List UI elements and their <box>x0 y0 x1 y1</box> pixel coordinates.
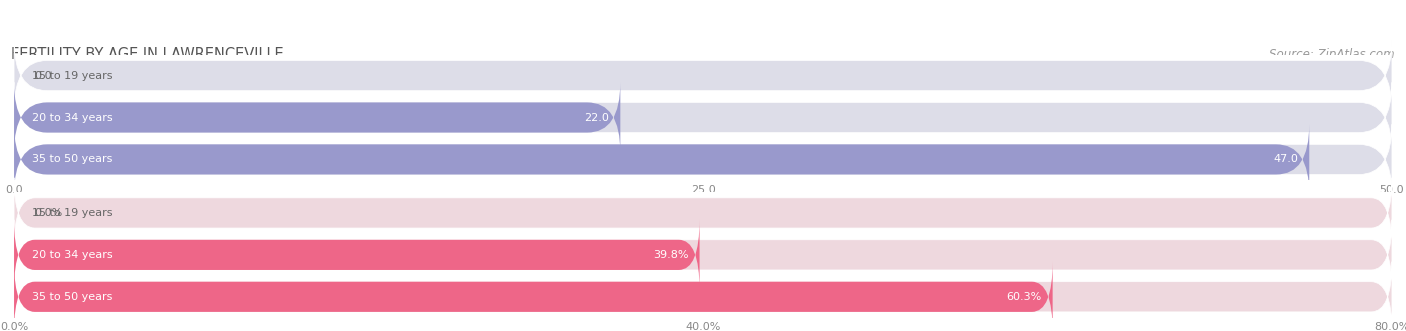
FancyBboxPatch shape <box>14 261 1053 331</box>
FancyBboxPatch shape <box>14 40 1392 111</box>
Text: 20 to 34 years: 20 to 34 years <box>32 113 112 122</box>
Text: 22.0: 22.0 <box>585 113 609 122</box>
Text: 60.3%: 60.3% <box>1007 292 1042 302</box>
Text: 20 to 34 years: 20 to 34 years <box>32 250 112 260</box>
Text: 39.8%: 39.8% <box>652 250 689 260</box>
Text: 35 to 50 years: 35 to 50 years <box>32 292 112 302</box>
Text: 47.0: 47.0 <box>1274 155 1298 165</box>
Text: FERTILITY BY AGE IN LAWRENCEVILLE: FERTILITY BY AGE IN LAWRENCEVILLE <box>11 47 284 62</box>
FancyBboxPatch shape <box>14 82 1392 153</box>
Text: Source: ZipAtlas.com: Source: ZipAtlas.com <box>1270 48 1395 61</box>
FancyBboxPatch shape <box>14 220 700 290</box>
FancyBboxPatch shape <box>14 178 1392 248</box>
Text: 0.0%: 0.0% <box>35 208 63 218</box>
FancyBboxPatch shape <box>14 124 1309 195</box>
Text: 15 to 19 years: 15 to 19 years <box>32 71 112 80</box>
FancyBboxPatch shape <box>14 82 620 153</box>
Text: 15 to 19 years: 15 to 19 years <box>32 208 112 218</box>
FancyBboxPatch shape <box>14 261 1392 331</box>
Text: 0.0: 0.0 <box>35 71 52 80</box>
Text: 35 to 50 years: 35 to 50 years <box>32 155 112 165</box>
FancyBboxPatch shape <box>14 220 1392 290</box>
FancyBboxPatch shape <box>14 124 1392 195</box>
